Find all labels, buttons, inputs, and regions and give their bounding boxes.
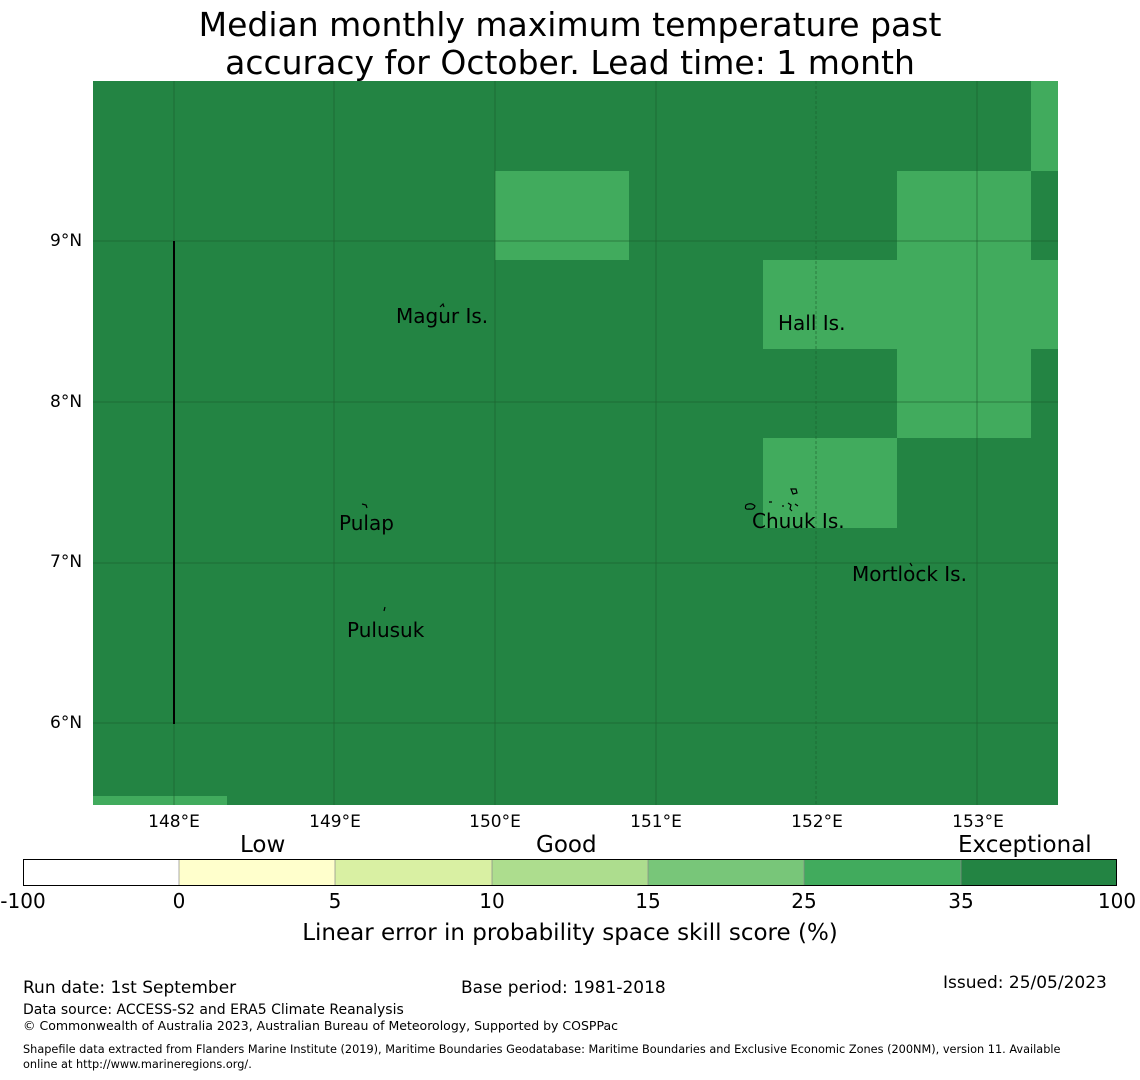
colorbar-tick: 35 [948, 889, 974, 913]
grid-cell-high-good [495, 171, 629, 260]
run-date: Run date: 1st September [23, 978, 237, 998]
chuuk-island-shape [787, 502, 793, 512]
base-period: Base period: 1981-2018 [461, 978, 666, 998]
lat-tick-8n: 8°N [50, 392, 83, 412]
colorbar-tick: 15 [635, 889, 661, 913]
skill-score-map [93, 81, 1058, 805]
colorbar-segment-15-25 [648, 859, 804, 886]
colorbar-segment-neg100-0 [23, 859, 179, 886]
magur-island-shape [439, 302, 445, 308]
map-title: Median monthly maximum temperature past … [0, 6, 1140, 82]
grid-cell-high-good [1031, 81, 1058, 171]
colorbar-label: Linear error in probability space skill … [302, 920, 838, 946]
colorbar-segment-25-35 [804, 859, 961, 886]
issued-date: Issued: 25/05/2023 [943, 973, 1107, 993]
colorbar-tick: 25 [791, 889, 817, 913]
grid-cell-high-good [1031, 260, 1058, 349]
lon-tick-153e: 153°E [952, 812, 1004, 832]
place-label-chuuk: Chuuk Is. [752, 509, 845, 533]
lon-tick-149e: 149°E [309, 812, 361, 832]
place-label-hall: Hall Is. [778, 311, 846, 335]
colorbar-tick: 0 [172, 889, 186, 913]
lon-tick-148e: 148°E [148, 812, 200, 832]
title-line-1: Median monthly maximum temperature past [198, 5, 942, 44]
legend-category-good: Good [536, 832, 597, 858]
colorbar-tick: -100 [0, 889, 46, 913]
legend-colorbar [23, 859, 1117, 886]
pulap-island-shape [361, 503, 368, 509]
lon-tick-152e: 152°E [791, 812, 843, 832]
colorbar-segment-35-100 [961, 859, 1117, 886]
chuuk-island-shape [794, 503, 799, 507]
chuuk-island-shape [744, 503, 756, 510]
lat-tick-9n: 9°N [50, 231, 83, 251]
lon-tick-151e: 151°E [630, 812, 682, 832]
colorbar-tick: 10 [479, 889, 505, 913]
legend-category-exceptional: Exceptional [958, 832, 1092, 858]
pulusuk-island-shape [383, 606, 386, 612]
legend-category-low: Low [240, 832, 286, 858]
grid-cell-high-good [763, 438, 897, 528]
chuuk-island-shape [790, 488, 798, 495]
shapefile-credit-line-1: Shapefile data extracted from Flanders M… [23, 1043, 1061, 1056]
colorbar-segment-0-5 [179, 859, 335, 886]
place-label-magur: Magur Is. [396, 304, 489, 328]
grid-cell-high-good [763, 260, 897, 349]
place-label-pulap: Pulap [339, 511, 394, 535]
grid-cell-high-good [897, 260, 1031, 438]
title-line-2: accuracy for October. Lead time: 1 month [225, 43, 915, 82]
lat-tick-6n: 6°N [50, 713, 83, 733]
grid-cell-high-good [897, 171, 1031, 260]
data-source: Data source: ACCESS-S2 and ERA5 Climate … [23, 1002, 404, 1018]
colorbar-segment-5-10 [335, 859, 492, 886]
copyright: © Commonwealth of Australia 2023, Austra… [23, 1018, 618, 1033]
lat-tick-7n: 7°N [50, 552, 83, 572]
colorbar-tick: 5 [328, 889, 342, 913]
colorbar-segment-10-15 [492, 859, 648, 886]
place-label-pulusuk: Pulusuk [347, 618, 425, 642]
place-label-mortlock: Mortlock Is. [852, 562, 967, 586]
mortlock-island-shape [909, 562, 913, 567]
shapefile-credit-line-2: online at http://www.marineregions.org/. [23, 1058, 252, 1071]
grid-cell-high-good [93, 796, 227, 805]
lon-tick-150e: 150°E [469, 812, 521, 832]
colorbar-tick: 100 [1097, 889, 1137, 913]
